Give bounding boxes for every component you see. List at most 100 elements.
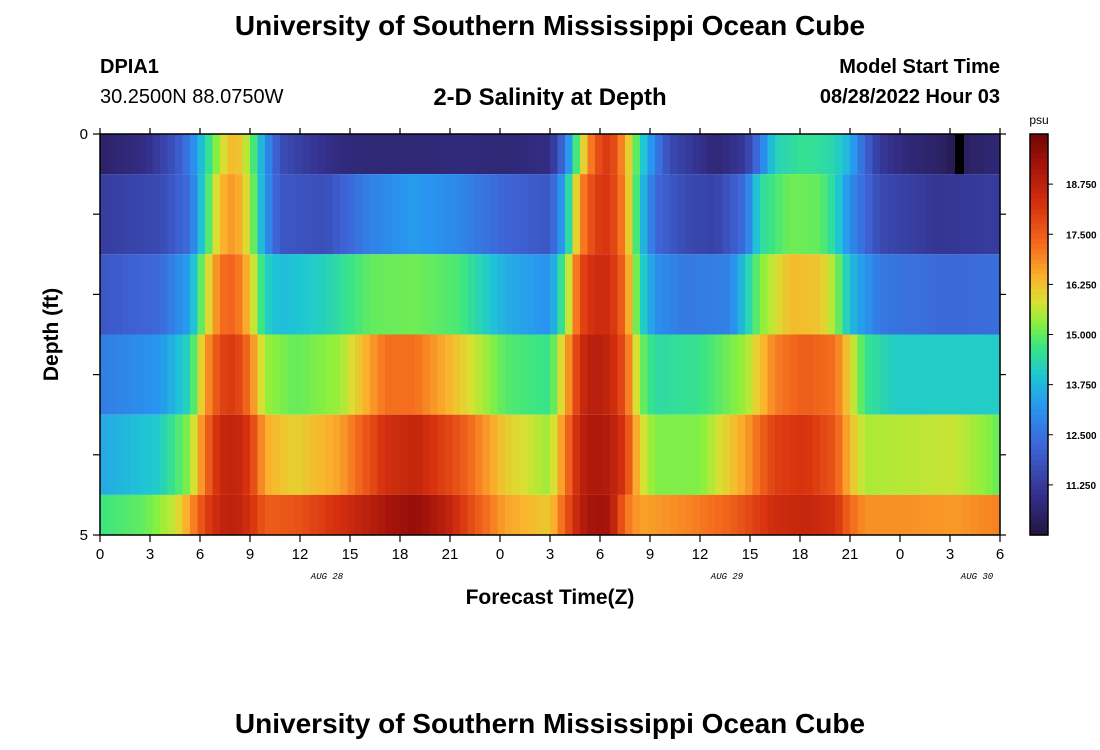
heatmap-cell (557, 254, 566, 335)
heatmap-cell (370, 414, 379, 495)
heatmap-cell (872, 174, 881, 255)
heatmap-cell (220, 334, 229, 415)
heatmap-cell (752, 174, 761, 255)
heatmap-cell (745, 494, 754, 535)
heatmap-cell (902, 334, 911, 415)
heatmap-cell (370, 334, 379, 415)
colorbar-cell (1030, 469, 1048, 476)
heatmap-cell (317, 134, 326, 175)
heatmap-cell (317, 334, 326, 415)
heatmap-cell (197, 494, 206, 535)
heatmap-cell (880, 494, 889, 535)
heatmap-cell (130, 494, 139, 535)
heatmap-cell (797, 494, 806, 535)
x-tick-label: 0 (496, 546, 504, 563)
heatmap-cell (490, 414, 499, 495)
heatmap-cell (707, 134, 716, 175)
heatmap-cell (707, 494, 716, 535)
heatmap-cell (677, 334, 686, 415)
colorbar-cell (1030, 259, 1048, 265)
heatmap-cell (962, 134, 971, 175)
heatmap-cell (647, 254, 656, 335)
heatmap-cell (542, 134, 551, 175)
heatmap-cell (250, 254, 259, 335)
heatmap-cell (587, 254, 596, 335)
heatmap-cell (160, 174, 169, 255)
heatmap-cell (692, 414, 701, 495)
heatmap-cell (250, 334, 259, 415)
heatmap-cell (835, 254, 844, 335)
heatmap-cell (565, 414, 574, 495)
colorbar-cell (1030, 464, 1048, 471)
heatmap-cell (820, 174, 829, 255)
heatmap-cell (947, 494, 956, 535)
heatmap-cell (235, 254, 244, 335)
heatmap-cell (212, 254, 221, 335)
colorbar-cell (1030, 149, 1048, 155)
heatmap-cell (212, 414, 221, 495)
heatmap-cell (340, 254, 349, 335)
colorbar-cell (1030, 344, 1048, 351)
heatmap-cell (947, 414, 956, 495)
heatmap-cell (692, 254, 701, 335)
colorbar-cell (1030, 499, 1048, 506)
heatmap-cell (887, 174, 896, 255)
heatmap-cell (670, 254, 679, 335)
colorbar-cell (1030, 249, 1048, 255)
heatmap-cell (242, 134, 251, 175)
heatmap-cell (400, 134, 409, 175)
heatmap-cell (392, 134, 401, 175)
heatmap-cell (820, 494, 829, 535)
heatmap-cell (550, 334, 559, 415)
heatmap-cell (737, 494, 746, 535)
heatmap-cell (175, 134, 184, 175)
heatmap-cell (152, 334, 161, 415)
colorbar-cell (1030, 319, 1048, 326)
heatmap-cell (962, 334, 971, 415)
heatmap-cell (385, 134, 394, 175)
heatmap-cell (167, 334, 176, 415)
heatmap-cell (242, 174, 251, 255)
x-tick-label: 0 (96, 546, 104, 563)
heatmap-cell (115, 414, 124, 495)
colorbar-cell (1030, 239, 1048, 245)
heatmap-cell (790, 494, 799, 535)
heatmap-cell (302, 494, 311, 535)
heatmap-cell (385, 494, 394, 535)
heatmap-cell (820, 254, 829, 335)
heatmap-cell (212, 174, 221, 255)
heatmap-cell (700, 414, 709, 495)
heatmap-cell (422, 174, 431, 255)
heatmap-cell (572, 254, 581, 335)
heatmap-cell (332, 494, 341, 535)
heatmap-cell (730, 134, 739, 175)
heatmap-cell (520, 414, 529, 495)
heatmap-cell (632, 174, 641, 255)
heatmap-cell (625, 334, 634, 415)
heatmap-cell (925, 254, 934, 335)
heatmap-cell (812, 414, 821, 495)
heatmap-cell (985, 174, 994, 255)
colorbar-cell (1030, 454, 1048, 461)
heatmap-cell (550, 254, 559, 335)
heatmap-cell (602, 494, 611, 535)
heatmap-cell (835, 174, 844, 255)
colorbar-cell (1030, 434, 1048, 441)
heatmap-cell (377, 414, 386, 495)
heatmap-cell (490, 254, 499, 335)
x-tick-label: 6 (996, 546, 1004, 563)
colorbar-cell (1030, 164, 1048, 170)
heatmap-cell (962, 494, 971, 535)
heatmap-cell (212, 134, 221, 175)
heatmap-cell (310, 174, 319, 255)
heatmap-cell (242, 254, 251, 335)
heatmap-cell (617, 414, 626, 495)
heatmap-cell (332, 414, 341, 495)
heatmap-cell (805, 174, 814, 255)
heatmap-cell (640, 334, 649, 415)
page-title: University of Southern Mississippi Ocean… (234, 10, 866, 41)
heatmap-cell (565, 134, 574, 175)
heatmap-cell (235, 334, 244, 415)
colorbar-cell (1030, 514, 1048, 521)
heatmap-cell (122, 134, 131, 175)
